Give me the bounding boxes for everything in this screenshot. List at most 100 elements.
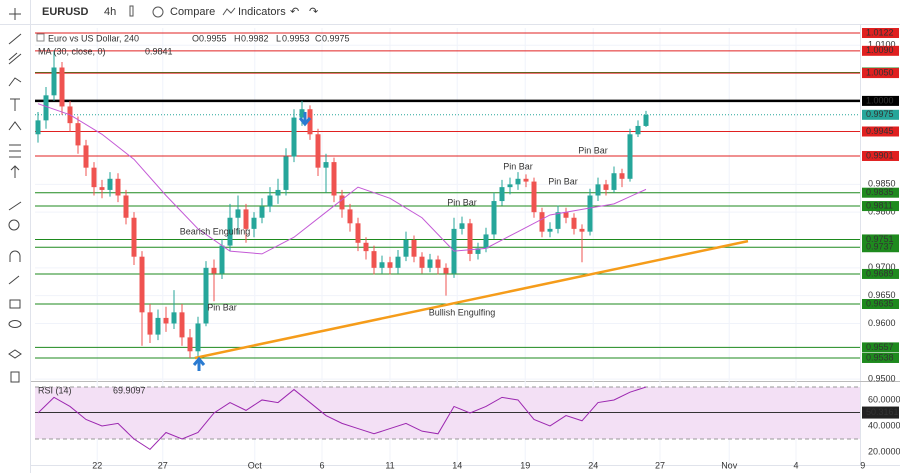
candle-body	[83, 145, 89, 168]
level-tag	[862, 187, 899, 198]
rsi-label: RSI (14)	[38, 385, 72, 395]
level-label: 1.0050	[866, 67, 894, 77]
level-label: 0.9835	[866, 187, 894, 197]
level-tag	[862, 95, 899, 106]
trendline-tool[interactable]	[8, 33, 22, 45]
arrow-tool[interactable]	[10, 165, 20, 178]
crosshair-tool[interactable]	[9, 8, 21, 20]
undo[interactable]: ↶	[290, 6, 299, 18]
candle-body	[107, 178, 113, 190]
low-label: L	[276, 33, 281, 43]
x-tick-label: 9	[860, 460, 865, 470]
candle-body	[35, 120, 41, 135]
candle-body	[331, 162, 337, 196]
redo[interactable]: ↷	[309, 6, 318, 18]
top-toolbar: EURUSD 4h Compare Indicators ↶ ↷	[0, 5, 900, 25]
fib-tool[interactable]	[8, 52, 22, 65]
candle-body	[627, 134, 633, 179]
lock-tool[interactable]	[9, 299, 21, 309]
candle-body	[563, 212, 569, 218]
zoom-tool[interactable]	[8, 219, 20, 231]
candle-body	[443, 267, 449, 274]
ruler-tool[interactable]	[8, 201, 22, 211]
candle-body	[155, 317, 161, 335]
high-label: H	[234, 33, 241, 43]
high-value: 0.9982	[241, 33, 269, 43]
candle-body	[379, 262, 385, 268]
measure-tool[interactable]	[9, 144, 21, 158]
candle-body	[51, 67, 57, 96]
x-tick-label: Nov	[721, 460, 738, 470]
candle-body	[211, 267, 217, 274]
candle-body	[131, 217, 137, 257]
x-tick-label: 14	[452, 460, 462, 470]
magnet-tool[interactable]	[9, 250, 21, 262]
x-tick-label: 24	[588, 460, 598, 470]
candle-body	[99, 187, 105, 190]
pencil-tool[interactable]	[8, 275, 20, 285]
level-label: 0.9635	[866, 298, 894, 308]
projection-tool[interactable]	[8, 121, 22, 131]
level-tag	[862, 126, 899, 137]
legend-title: Euro vs US Dollar, 240	[48, 33, 139, 43]
candle-body	[483, 234, 489, 249]
legend-toggle[interactable]	[36, 33, 45, 42]
visibility-tool[interactable]	[8, 320, 22, 328]
y-tick-label: 0.9650	[868, 290, 896, 300]
candle-body	[555, 212, 561, 229]
candle-body	[203, 267, 209, 324]
y-tick-label: 0.9600	[868, 318, 896, 328]
pattern-annotation: Pin Bar	[548, 176, 578, 186]
indicators-button[interactable]: Indicators	[238, 6, 286, 18]
delete-tool[interactable]	[10, 371, 20, 383]
text-tool[interactable]	[10, 98, 20, 111]
candle-body	[571, 217, 577, 229]
candle-body	[355, 223, 361, 243]
candle-body	[299, 109, 305, 118]
pattern-tool[interactable]	[8, 77, 22, 87]
candle-body	[339, 195, 345, 210]
level-tag	[862, 342, 899, 353]
candle-body	[579, 228, 585, 232]
candle-body	[395, 256, 401, 268]
rsi-line	[37, 386, 647, 451]
symbol[interactable]: EURUSD	[42, 6, 89, 18]
y-tick-label: 0.9850	[868, 179, 896, 189]
x-tick-label: Oct	[248, 460, 263, 470]
candle-body	[291, 117, 297, 157]
candle-body	[347, 209, 353, 224]
candle-body	[611, 173, 617, 190]
rsi-tick-label: 60.0000	[868, 394, 900, 404]
layers-tool[interactable]	[8, 349, 22, 359]
rsi-level-label: 50.3161	[866, 407, 899, 417]
candle-body	[147, 312, 153, 335]
x-tick-label: 19	[520, 460, 530, 470]
candle-body	[459, 223, 465, 229]
close-label: C	[315, 33, 322, 43]
candle-icon[interactable]	[129, 5, 134, 17]
level-tag	[862, 242, 899, 253]
x-tick-label: 27	[655, 460, 665, 470]
candle-body	[259, 206, 265, 218]
compare-icon[interactable]	[152, 6, 164, 18]
y-tick-label: 0.9700	[868, 262, 896, 272]
level-label: 1.0122	[866, 27, 894, 37]
x-tick-label: 22	[92, 460, 102, 470]
candle-body	[163, 317, 169, 324]
compare-button[interactable]: Compare	[170, 6, 215, 18]
candle-body	[427, 259, 433, 268]
open-value: 0.9955	[199, 33, 227, 43]
candle-body	[411, 240, 417, 257]
level-tag	[862, 45, 899, 56]
level-tag	[862, 28, 899, 39]
candle-body	[195, 323, 201, 352]
ma-value: 0.9841	[145, 46, 173, 56]
interval[interactable]: 4h	[104, 6, 116, 18]
indicators-icon[interactable]	[222, 7, 236, 16]
candle-body	[227, 217, 233, 246]
candle-body	[603, 184, 609, 190]
close-value: 0.9975	[322, 33, 350, 43]
pattern-annotation: Pin Bar	[578, 145, 608, 155]
pattern-annotation: Pin Bar	[503, 161, 533, 171]
candle-body	[171, 312, 177, 324]
